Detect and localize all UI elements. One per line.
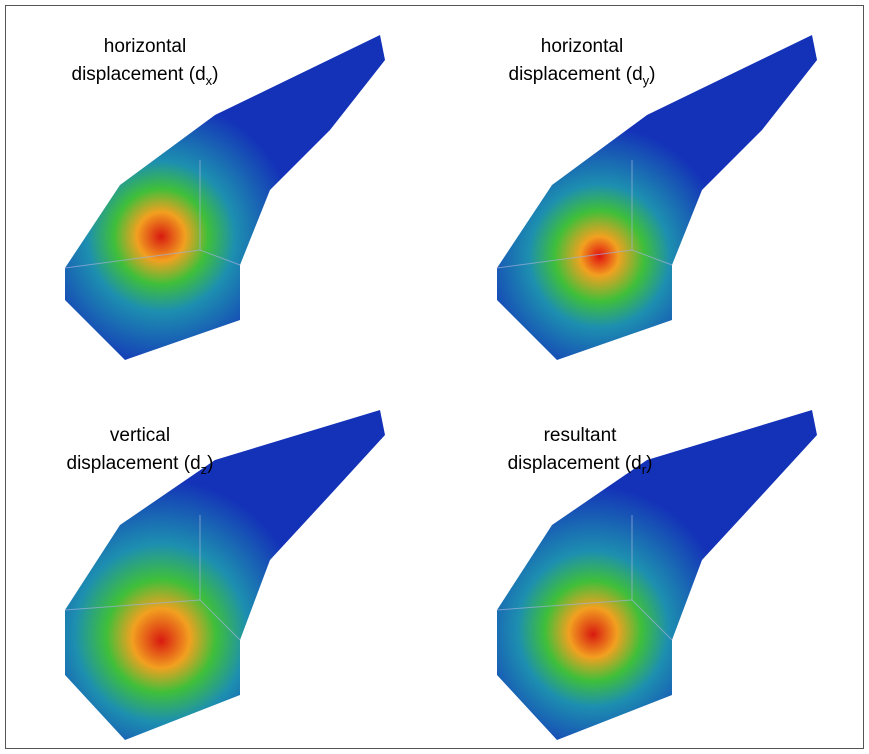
label-line2: displacement (dz) xyxy=(67,453,214,477)
panel: horizontal displacement (dy) xyxy=(496,35,817,360)
mesh xyxy=(497,35,817,360)
label-prefix: displacement (d xyxy=(67,453,201,474)
label-prefix: displacement (d xyxy=(508,453,642,474)
label-prefix: displacement (d xyxy=(72,64,206,85)
label-line1: vertical xyxy=(110,425,170,446)
label-suffix: ) xyxy=(207,453,213,474)
label-line1: horizontal xyxy=(541,36,623,57)
label-line1: resultant xyxy=(544,425,618,446)
label-prefix: displacement (d xyxy=(509,64,643,85)
label-subscript: y xyxy=(643,73,650,88)
panel: resultant displacement (dr) xyxy=(496,410,817,740)
label-subscript: x xyxy=(206,73,213,88)
label-suffix: ) xyxy=(649,64,655,85)
label-subscript: r xyxy=(642,462,647,477)
label-line2: displacement (dy) xyxy=(509,64,656,88)
label-line1: horizontal xyxy=(104,36,186,57)
mesh xyxy=(497,410,817,740)
label-line2: displacement (dr) xyxy=(508,453,653,477)
label-subscript: z xyxy=(201,462,208,477)
label-suffix: ) xyxy=(212,64,218,85)
panel: horizontal displacement (dx) xyxy=(64,35,385,360)
panel: vertical displacement (dz) xyxy=(64,410,385,740)
label-line2: displacement (dx) xyxy=(72,64,219,88)
label-suffix: ) xyxy=(646,453,652,474)
frame xyxy=(5,5,864,749)
mesh xyxy=(65,35,385,360)
mesh xyxy=(65,410,385,740)
